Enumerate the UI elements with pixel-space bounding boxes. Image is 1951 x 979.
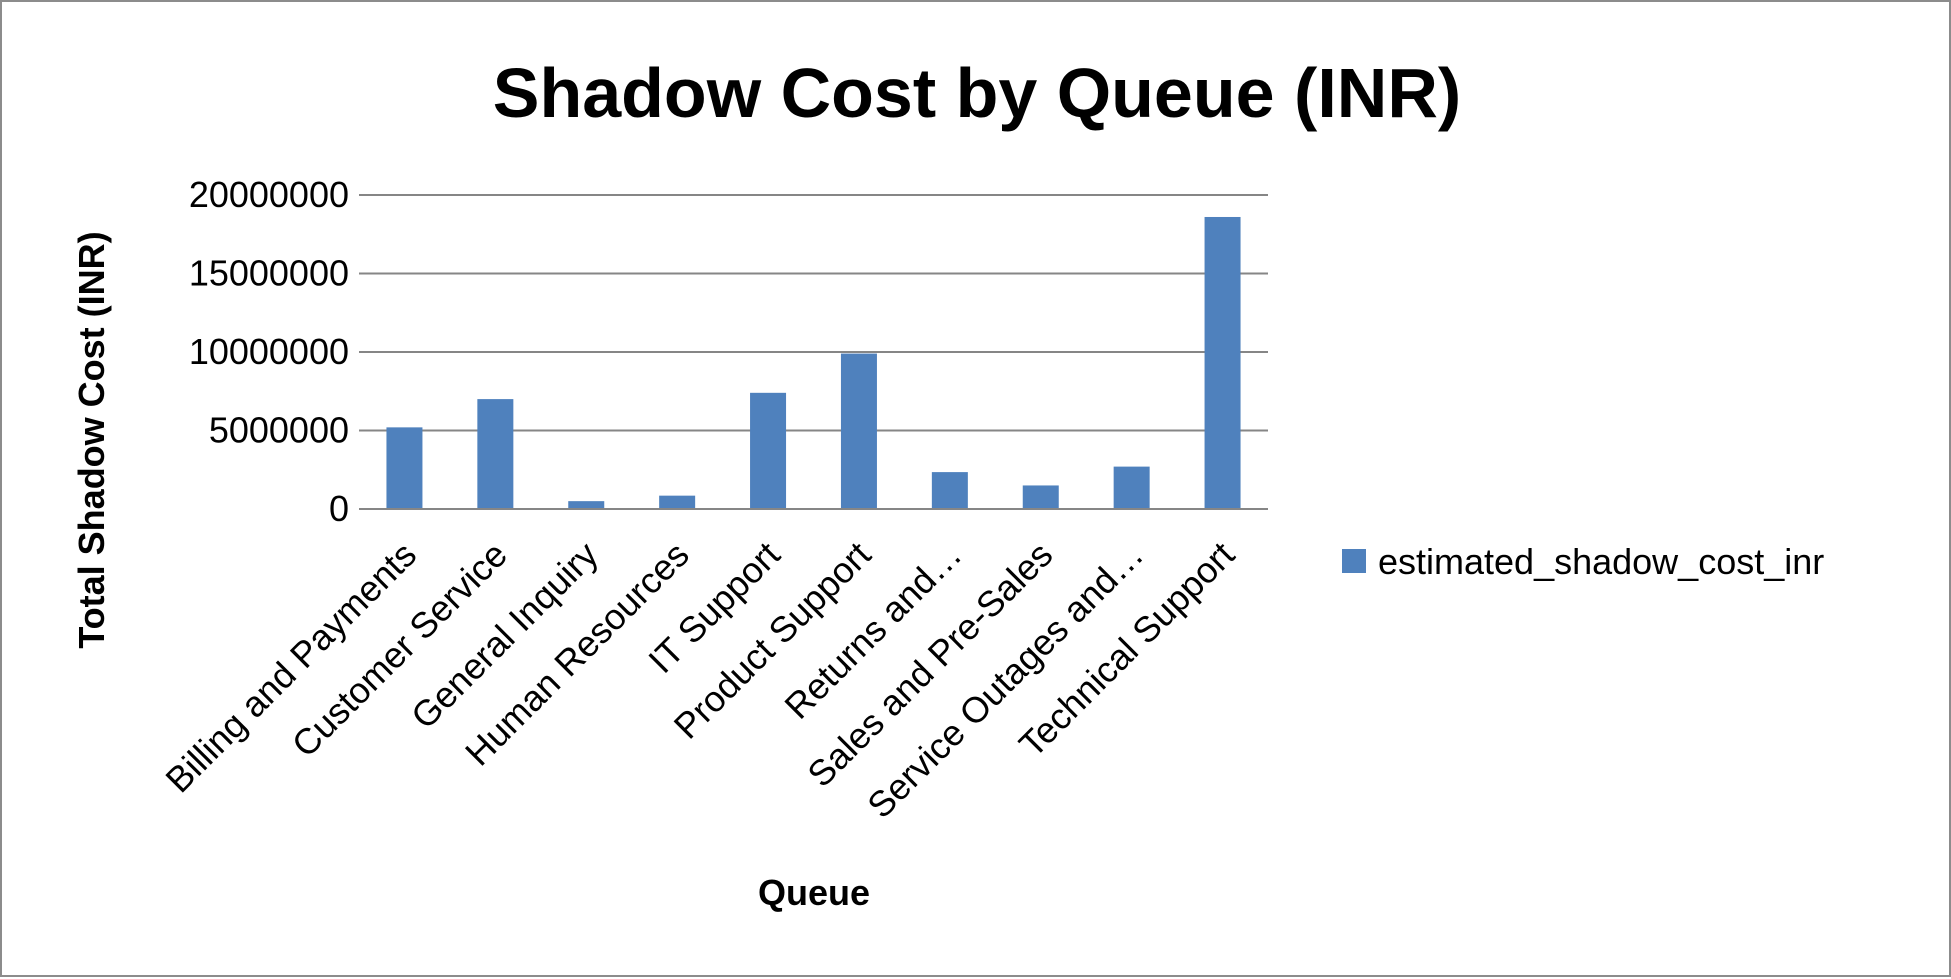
chart-title: Shadow Cost by Queue (INR)	[493, 54, 1461, 132]
bar	[1204, 216, 1241, 510]
bar	[477, 399, 514, 509]
bar	[659, 495, 696, 509]
x-axis-title: Queue	[758, 872, 870, 913]
legend-swatch	[1342, 549, 1366, 573]
y-tick-label: 5000000	[209, 410, 349, 451]
bar	[1113, 466, 1150, 509]
y-tick-label: 15000000	[189, 253, 349, 294]
bar-series	[386, 216, 1241, 510]
bar	[931, 472, 968, 509]
legend: estimated_shadow_cost_inr	[1342, 541, 1824, 582]
y-tick-label: 0	[329, 488, 349, 529]
legend-label: estimated_shadow_cost_inr	[1378, 541, 1824, 582]
gridlines	[359, 194, 1268, 432]
bar	[840, 353, 877, 509]
y-axis-title: Total Shadow Cost (INR)	[71, 231, 112, 648]
y-tick-label: 20000000	[189, 174, 349, 215]
y-axis-ticks: 0 5000000 10000000 15000000 20000000	[189, 174, 349, 529]
bar	[568, 501, 605, 509]
bar	[750, 392, 787, 509]
bar	[386, 427, 423, 509]
y-tick-label: 10000000	[189, 331, 349, 372]
bar	[1022, 485, 1059, 509]
